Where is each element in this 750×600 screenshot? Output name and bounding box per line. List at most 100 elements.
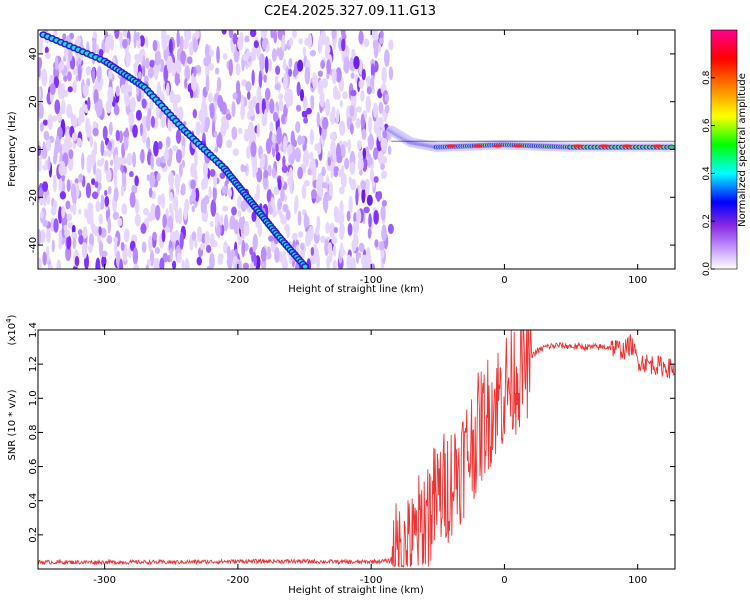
spectrogram-noise-cell [274, 247, 280, 263]
spectrogram-noise-cell [212, 185, 217, 202]
spectrogram-noise-cell [180, 183, 186, 196]
spectrogram-y-tick-label: 40 [28, 48, 39, 61]
spectrogram-x-tick-label: 0 [501, 275, 507, 286]
spectrogram-noise-cell [235, 80, 241, 93]
spectrogram-hotspot [652, 144, 663, 148]
spectrogram-noise-cell [121, 171, 127, 188]
spectrogram-noise-cell [191, 205, 196, 213]
spectrogram-x-label: Height of straight line (km) [288, 284, 424, 295]
spectrogram-noise-cell [58, 240, 63, 250]
spectrogram-noise-cell [225, 139, 233, 149]
spectrogram-noise-cell [381, 135, 388, 153]
spectrogram-noise-cell [282, 203, 289, 212]
spectrogram-noise-cell [41, 68, 48, 87]
spectrogram-noise-cell [194, 239, 198, 249]
snr-y-tick-label: 0.6 [28, 459, 39, 475]
spectrogram-noise-cell [51, 115, 58, 123]
spectrogram-noise-cell [271, 167, 276, 178]
spectrogram-noise-cell [146, 136, 151, 150]
spectrogram-noise-cell [46, 194, 51, 205]
spectrogram-noise-cell [119, 31, 123, 50]
spectrogram-noise-cell [123, 134, 129, 151]
spectrogram-noise-cell [196, 256, 202, 266]
spectrogram-noise-cell [72, 80, 77, 93]
spectrogram-noise-cell [152, 231, 157, 241]
spectrogram-noise-cell [104, 159, 109, 171]
spectrogram-noise-cell [175, 149, 183, 164]
spectrogram-noise-cell [256, 167, 263, 183]
spectrogram-noise-cell [343, 56, 350, 74]
spectrogram-noise-cell [150, 115, 156, 128]
snr-frame [37, 329, 676, 570]
spectrogram-noise-cell [42, 119, 48, 126]
spectrogram-noise-cell [142, 207, 150, 216]
spectrogram-noise-cell [297, 134, 303, 146]
spectrogram-noise-cell [364, 178, 370, 189]
spectrogram-noise-cell [51, 239, 55, 253]
spectrogram-noise-cell [330, 140, 336, 157]
spectrogram-noise-cell [335, 90, 341, 101]
spectrogram-noise-cell [82, 226, 88, 239]
spectrogram-noise-cell [380, 170, 388, 179]
spectrogram-noise-cell [369, 157, 373, 166]
spectrogram-noise-cell [82, 83, 89, 97]
spectrogram-noise-cell [41, 181, 49, 192]
spectrogram-noise-cell [251, 211, 257, 222]
spectrogram-noise-cell [46, 245, 50, 258]
spectrogram-noise-cell [98, 241, 104, 253]
spectrogram-noise-cell [227, 187, 232, 199]
spectrogram-noise-cell [168, 202, 173, 214]
spectrogram-noise-cell [340, 172, 347, 188]
spectrogram-noise-cell [54, 55, 59, 71]
spectrogram-noise-cell [81, 242, 88, 259]
spectrogram-noise-cell [148, 235, 153, 253]
spectrogram-noise-cell [91, 178, 96, 186]
spectrogram-noise-cell [120, 84, 127, 94]
spectrogram-noise-cell [164, 226, 171, 233]
spectrogram-y-tick-label: -20 [28, 189, 39, 205]
spectrogram-noise-cell [377, 150, 384, 165]
spectrogram-noise-cell [259, 53, 265, 71]
spectrogram-noise-cell [204, 116, 210, 130]
spectrogram-noise-cell [38, 228, 42, 246]
spectrogram-noise-cell [74, 255, 80, 267]
spectrogram-noise-cell [166, 55, 173, 73]
spectrogram-noise-cell [98, 182, 102, 191]
snr-y-tick-label: 0.2 [28, 527, 39, 543]
spectrogram-noise-cell [356, 209, 362, 224]
spectrogram-noise-cell [66, 246, 72, 260]
spectrogram-noise-cell [139, 35, 145, 47]
spectrogram-noise-cell [141, 126, 147, 145]
spectrogram-noise-cell [347, 138, 351, 154]
spectrogram-noise-cell [95, 200, 101, 213]
spectrogram-hotspot [446, 144, 457, 148]
spectrogram-noise-cell [107, 140, 113, 151]
spectrogram-noise-cell [173, 99, 178, 113]
colorbar: 0.0 0.2 0.4 0.6 0.8 Normalized spectral ampl… [702, 29, 748, 276]
spectrogram-noise-cell [205, 244, 212, 254]
spectrogram-noise-cell [365, 95, 371, 114]
spectrogram-hotspot [599, 144, 610, 148]
spectrogram-noise-cell [324, 239, 330, 256]
spectrogram-noise-cell [76, 35, 82, 46]
spectrogram-noise-cell [100, 227, 107, 238]
spectrogram-noise-cell [326, 59, 331, 75]
spectrogram-noise-cell [333, 226, 338, 234]
spectrogram-noise-cell [221, 185, 228, 195]
spectrogram-noise-cell [336, 108, 340, 124]
spectrogram-noise-cell [251, 69, 255, 86]
spectrogram-noise-cell [117, 217, 123, 227]
spectrogram-noise-cell [358, 79, 365, 89]
spectrogram-noise-cell [245, 49, 250, 59]
spectrogram-noise-cell [315, 177, 323, 192]
spectrogram-noise-cell [167, 171, 175, 187]
spectrogram-noise-cell [82, 102, 87, 112]
spectrogram-noise-cell [339, 223, 345, 236]
spectrogram-noise-cell [147, 67, 154, 79]
snr-y-tick-label: 1.0 [28, 390, 39, 406]
spectrogram-noise-cell [128, 111, 135, 126]
spectrogram-x-tick-label: -300 [93, 275, 116, 286]
spectrogram-noise-cell [175, 176, 181, 183]
spectrogram-noise-cell [149, 100, 154, 111]
spectrogram-noise-cell [317, 79, 324, 96]
